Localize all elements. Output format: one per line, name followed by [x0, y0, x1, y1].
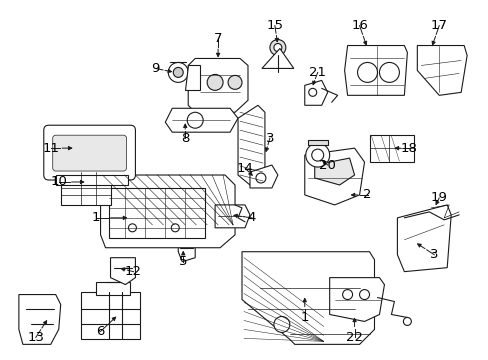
Polygon shape	[307, 140, 327, 145]
Text: 3: 3	[265, 132, 274, 145]
Text: 11: 11	[42, 141, 59, 155]
Circle shape	[379, 62, 399, 82]
Text: 5: 5	[179, 255, 187, 268]
Polygon shape	[369, 135, 413, 162]
FancyBboxPatch shape	[53, 135, 126, 171]
Polygon shape	[262, 49, 293, 68]
Polygon shape	[329, 278, 384, 321]
Polygon shape	[314, 158, 354, 185]
Circle shape	[308, 88, 316, 96]
Polygon shape	[416, 45, 466, 95]
Polygon shape	[238, 105, 264, 185]
Polygon shape	[56, 175, 128, 185]
Polygon shape	[242, 252, 374, 345]
Text: 19: 19	[430, 192, 447, 204]
Text: 1: 1	[91, 211, 100, 224]
Text: 4: 4	[247, 211, 256, 224]
Circle shape	[311, 149, 323, 161]
Text: 20: 20	[319, 158, 335, 172]
Polygon shape	[61, 172, 110, 205]
Text: 10: 10	[50, 175, 67, 189]
Polygon shape	[304, 148, 364, 205]
Text: 17: 17	[430, 19, 447, 32]
Circle shape	[207, 75, 223, 90]
Circle shape	[269, 40, 285, 55]
Text: 14: 14	[236, 162, 253, 175]
Text: 16: 16	[350, 19, 367, 32]
Polygon shape	[397, 205, 450, 272]
Circle shape	[305, 143, 329, 167]
Text: 7: 7	[213, 32, 222, 45]
Text: 18: 18	[400, 141, 417, 155]
Polygon shape	[101, 175, 235, 248]
Polygon shape	[188, 58, 247, 112]
Polygon shape	[344, 45, 407, 95]
Circle shape	[128, 224, 136, 232]
Polygon shape	[110, 258, 135, 285]
Polygon shape	[95, 282, 130, 294]
Text: 8: 8	[181, 132, 189, 145]
Circle shape	[273, 316, 289, 332]
Polygon shape	[185, 66, 200, 90]
Circle shape	[273, 44, 281, 51]
Circle shape	[342, 289, 352, 300]
Text: 3: 3	[429, 248, 438, 261]
Circle shape	[255, 173, 265, 183]
Polygon shape	[108, 188, 205, 238]
Circle shape	[357, 62, 377, 82]
Polygon shape	[304, 80, 327, 105]
Text: 15: 15	[266, 19, 283, 32]
Circle shape	[187, 112, 203, 128]
Text: 1: 1	[300, 311, 308, 324]
Circle shape	[359, 289, 369, 300]
Circle shape	[168, 62, 188, 82]
Polygon shape	[165, 108, 238, 132]
Text: 12: 12	[124, 265, 142, 278]
Polygon shape	[215, 205, 249, 228]
Circle shape	[173, 67, 183, 77]
Text: 2: 2	[363, 188, 371, 202]
Polygon shape	[19, 294, 61, 345]
Polygon shape	[178, 238, 195, 262]
Text: 9: 9	[151, 62, 159, 75]
Polygon shape	[249, 165, 277, 188]
FancyBboxPatch shape	[44, 125, 135, 180]
Circle shape	[403, 318, 410, 325]
Circle shape	[227, 75, 242, 89]
Text: 21: 21	[308, 66, 325, 79]
Text: 22: 22	[346, 331, 362, 344]
Text: 13: 13	[27, 331, 44, 344]
Polygon shape	[81, 292, 140, 339]
Text: 6: 6	[96, 325, 104, 338]
Circle shape	[171, 224, 179, 232]
